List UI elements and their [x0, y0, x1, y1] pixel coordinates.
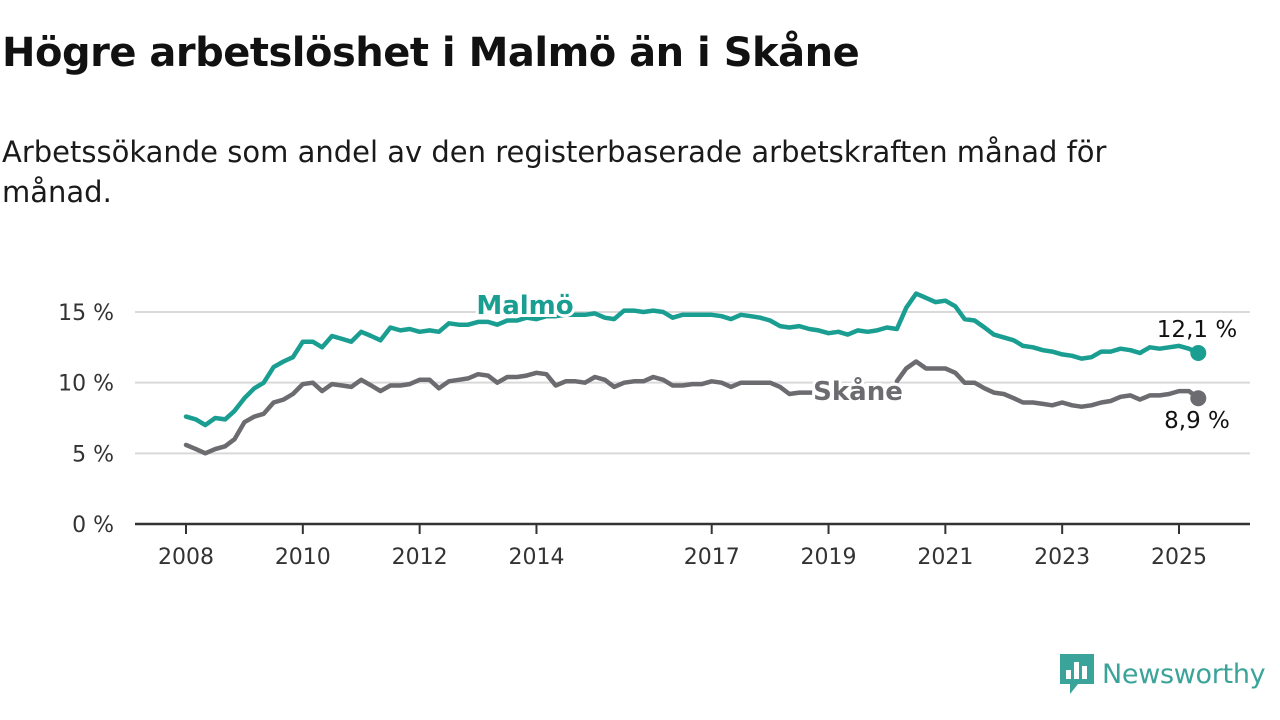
brand-name: Newsworthy — [1102, 658, 1266, 690]
series-line-sk-ne — [894, 359, 1201, 409]
x-axis: 2008 2010 2012 2014 2017 2019 2021 2023 2025 — [135, 522, 1250, 570]
x-tick-label: 2010 — [275, 545, 331, 570]
end-value-label: 12,1 % — [1157, 317, 1237, 343]
line-chart: 0 %5 %10 %15 % 2008 2010 2012 2014 2017 2019 2… — [58, 288, 1250, 570]
y-tick-label: 5 % — [72, 442, 114, 467]
x-tick-label: 2017 — [684, 545, 740, 570]
x-tick-label: 2014 — [508, 545, 564, 570]
y-tick-label: 0 % — [72, 513, 114, 538]
y-tick-label: 15 % — [58, 301, 114, 326]
newsworthy-logo-icon — [1060, 654, 1094, 694]
x-tick-label: 2008 — [158, 545, 214, 570]
series-line-malm- — [183, 291, 1201, 428]
series-label-skane: Skåne — [813, 375, 903, 407]
y-tick-label: 10 % — [58, 372, 114, 397]
x-tick-label: 2012 — [392, 545, 448, 570]
x-tick-label: 2021 — [917, 545, 973, 570]
chart-title: Högre arbetslöshet i Malmö än i Skåne — [2, 30, 860, 76]
x-tick-label: 2023 — [1034, 545, 1090, 570]
series-label-malmo: Malmö — [476, 291, 573, 321]
chart-subtitle: Arbetssökande som andel av den registerb… — [2, 135, 1107, 209]
x-tick-label: 2025 — [1151, 545, 1207, 570]
series-lines — [183, 291, 1207, 456]
newsworthy-brand[interactable]: Newsworthy — [1058, 652, 1266, 696]
series-labels: 12,1 % 8,9 % Malmö Skåne — [473, 288, 1237, 434]
end-value-label: 8,9 % — [1164, 408, 1230, 434]
y-axis-labels: 0 % 5 % 10 % 15 % — [58, 301, 114, 538]
series-line-sk-ne — [183, 370, 821, 456]
series-end-point — [1190, 390, 1207, 407]
x-tick-label: 2019 — [801, 545, 857, 570]
series-end-point — [1190, 344, 1207, 361]
